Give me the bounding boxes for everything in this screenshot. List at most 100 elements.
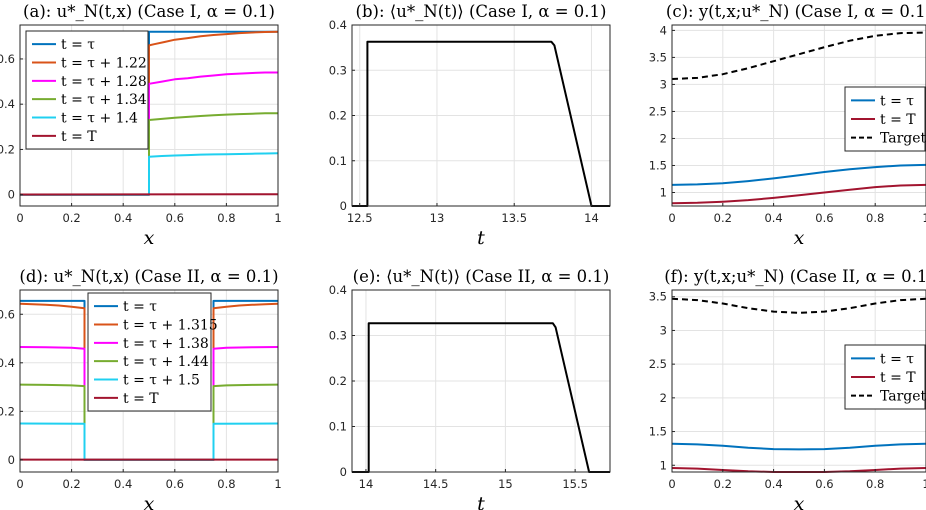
- y-tick-label: 0.2: [329, 109, 347, 123]
- legend-entry: t = τ: [123, 299, 157, 315]
- y-tick-label: 0.1: [329, 420, 347, 434]
- x-tick-label: 0.8: [217, 477, 235, 491]
- y-tick-label: 0.4: [0, 356, 15, 370]
- legend-box: [844, 86, 926, 152]
- series-line-e-0: [352, 322, 610, 473]
- x-axis-label: t: [477, 227, 485, 249]
- series-line-f-0: [671, 442, 926, 451]
- panel-title: (a): u*_N(t,x) (Case I, α = 0.1): [23, 2, 275, 21]
- series-line-a-1: [20, 30, 279, 196]
- x-tick-label: 0.2: [62, 477, 80, 491]
- axes-frame: [19, 289, 279, 473]
- legend-entry: t = τ: [880, 93, 914, 109]
- panel-title: (d): u*_N(t,x) (Case II, α = 0.1): [19, 267, 278, 286]
- x-axis-label: x: [144, 493, 155, 510]
- series-line-a-3: [20, 112, 278, 196]
- y-tick-label: 0.2: [0, 404, 15, 418]
- x-tick-label: 0.8: [866, 477, 884, 491]
- y-tick-label: 1.5: [649, 425, 667, 439]
- series-line-f-1: [671, 467, 926, 473]
- x-tick-label: 0.2: [62, 211, 80, 225]
- y-tick-label: 0: [340, 199, 347, 213]
- legend-entry: t = T: [61, 129, 97, 145]
- series-line-b-0: [352, 40, 610, 207]
- x-tick-label: 13: [430, 211, 445, 225]
- panel-d: 0 0.2 0.4 0.6 0.8 1 0 0.2 0.4 0.6 (d): u*_N(t,x) (…: [0, 267, 282, 510]
- legend-entry: t = τ + 1.44: [123, 354, 209, 370]
- y-tick-label: 0.4: [329, 18, 347, 32]
- legend-entry: t = τ + 1.5: [123, 373, 200, 389]
- x-tick-label: 1: [922, 477, 926, 491]
- legend-entry: t = τ + 1.28: [61, 74, 147, 90]
- x-tick-label: 15.5: [562, 477, 588, 491]
- y-tick-label: 0: [340, 465, 347, 479]
- axes-frame: [671, 289, 926, 473]
- x-tick-label: 0.6: [815, 211, 833, 225]
- x-tick-label: 14: [359, 477, 374, 491]
- legend-entry: t = τ + 1.315: [123, 318, 218, 334]
- panel-c: 0 0.2 0.4 0.6 0.8 1 1 1.5 2 2.5 3 3.5 4 (c): y(t,x;u*…: [649, 2, 926, 249]
- legend: t = τ t = τ + 1.315 t = τ + 1.38 t = τ + 1.…: [87, 292, 218, 412]
- legend-entry: t = τ: [880, 351, 914, 367]
- x-tick-label: 0.6: [166, 477, 184, 491]
- x-tick-label: 14: [584, 211, 599, 225]
- y-tick-label: 0.1: [329, 154, 347, 168]
- legend-entry: t = τ + 1.38: [123, 336, 209, 352]
- x-axis-label: x: [794, 493, 805, 510]
- y-tick-label: 4: [660, 23, 667, 37]
- y-tick-label: 0.4: [329, 283, 347, 297]
- legend-entry: t = τ + 1.34: [61, 92, 147, 108]
- x-tick-label: 13.5: [501, 211, 527, 225]
- x-tick-label: 0: [668, 211, 675, 225]
- x-axis-label: x: [144, 227, 155, 249]
- x-tick-label: 0: [668, 477, 675, 491]
- x-tick-label: 12.5: [347, 211, 373, 225]
- series-line-f-2: [671, 297, 926, 314]
- legend-entry: t = τ: [61, 37, 95, 53]
- x-tick-label: 14.5: [423, 477, 449, 491]
- x-tick-label: 0.6: [166, 211, 184, 225]
- x-tick-label: 0.2: [714, 211, 732, 225]
- y-tick-label: 0.2: [0, 142, 15, 156]
- x-tick-label: 15: [498, 477, 513, 491]
- series-line-a-4: [20, 152, 279, 196]
- y-tick-label: 2: [660, 391, 667, 405]
- y-tick-label: 3.5: [649, 50, 667, 64]
- legend-entry: t = τ + 1.22: [61, 56, 147, 72]
- y-tick-label: 1.5: [649, 158, 667, 172]
- panel-f: 0 0.2 0.4 0.6 0.8 1 1 1.5 2 2.5 3 3.5 (f): y(t,x;u*_…: [649, 267, 926, 510]
- panel-title: (e): ⟨u*_N(t)⟩ (Case II, α = 0.1): [353, 267, 610, 286]
- x-tick-label: 0.8: [866, 211, 884, 225]
- panel-a: 0 0.2 0.4 0.6 0.8 1 0 0.2 0.4 0.6 (a): u*_N(t,x) (…: [0, 2, 282, 249]
- y-tick-label: 2: [660, 131, 667, 145]
- x-tick-label: 0.6: [815, 477, 833, 491]
- y-tick-label: 0: [8, 453, 15, 467]
- y-tick-label: 3: [660, 323, 667, 337]
- y-tick-label: 3: [660, 77, 667, 91]
- series-line-c-2: [671, 31, 926, 80]
- series-line-a-2: [20, 71, 278, 196]
- panel-title: (f): y(t,x;u*_N) (Case II, α = 0.1): [664, 267, 926, 286]
- panel-title: (b): ⟨u*_N(t)⟩ (Case I, α = 0.1): [356, 2, 607, 21]
- legend-entry: t = τ + 1.4: [61, 111, 138, 127]
- legend-box: [87, 292, 212, 412]
- x-tick-label: 0: [16, 211, 23, 225]
- x-tick-label: 0.2: [714, 477, 732, 491]
- y-tick-label: 0.2: [329, 374, 347, 388]
- panel-title: (c): y(t,x;u*_N) (Case I, α = 0.1): [666, 2, 926, 21]
- y-tick-label: 0: [8, 188, 15, 202]
- x-tick-label: 1: [922, 211, 926, 225]
- legend: t = τ t = T Target: [844, 86, 926, 152]
- series-line-c-1: [671, 183, 926, 205]
- legend-entry: t = T: [880, 370, 916, 386]
- x-tick-label: 1: [274, 211, 281, 225]
- x-tick-label: 0: [16, 477, 23, 491]
- legend-entry: Target: [880, 131, 926, 147]
- x-tick-label: 0.4: [114, 211, 132, 225]
- legend-box: [25, 30, 149, 150]
- legend: t = τ t = T Target: [844, 344, 926, 410]
- y-tick-label: 1: [660, 185, 667, 199]
- x-tick-label: 0.4: [764, 211, 782, 225]
- axes-frame: [19, 24, 279, 207]
- series-line-c-0: [671, 163, 926, 186]
